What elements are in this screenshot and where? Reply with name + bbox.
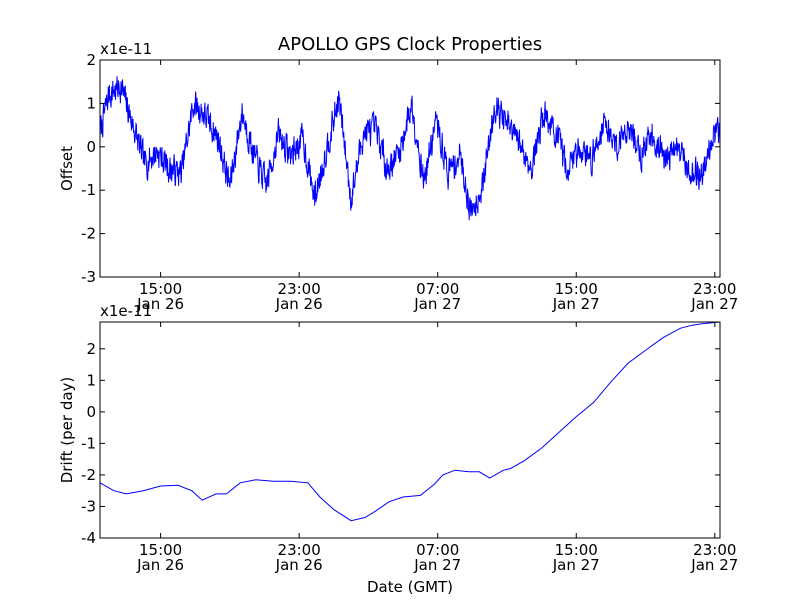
x-tick-time-label: 15:00 — [139, 541, 182, 559]
x-tick-time-label: 23:00 — [693, 541, 736, 559]
y-tick-label: 0 — [86, 138, 96, 156]
x-tick-time-label: 07:00 — [416, 280, 459, 298]
x-tick-date-label: Jan 26 — [136, 556, 184, 574]
x-tick-date-label: Jan 27 — [413, 556, 461, 574]
x-tick-time-label: 15:00 — [555, 280, 598, 298]
x-tick-date-label: Jan 27 — [690, 295, 738, 313]
x-tick-date-label: Jan 26 — [136, 295, 184, 313]
x-tick-date-label: Jan 27 — [552, 556, 600, 574]
axes-frame — [99, 321, 721, 539]
y-tick-label: 1 — [86, 94, 96, 112]
series-line-offset — [100, 76, 720, 221]
y-axis-label: Drift (per day) — [58, 377, 76, 484]
y-tick-label: -2 — [81, 225, 96, 243]
y-tick-label: 2 — [86, 340, 96, 358]
series-line-drift — [100, 322, 720, 522]
y-tick-label: -2 — [81, 466, 96, 484]
y-tick-label: 1 — [86, 371, 96, 389]
x-tick-time-label: 23:00 — [278, 280, 321, 298]
y-offset-text: x1e-11 — [100, 302, 152, 320]
x-tick-date-label: Jan 27 — [552, 295, 600, 313]
y-tick-label: 2 — [86, 51, 96, 69]
y-tick-label: -1 — [81, 434, 96, 452]
x-tick-time-label: 23:00 — [693, 280, 736, 298]
y-axis-label: Offset — [58, 146, 76, 191]
x-tick-time-label: 07:00 — [416, 541, 459, 559]
x-tick-time-label: 15:00 — [139, 280, 182, 298]
axes-frame — [99, 59, 721, 278]
y-tick-label: -3 — [81, 268, 96, 286]
y-tick-label: -4 — [81, 529, 96, 547]
y-tick-label: 0 — [86, 403, 96, 421]
x-tick-time-label: 15:00 — [555, 541, 598, 559]
chart-title: APOLLO GPS Clock Properties — [278, 34, 542, 55]
x-tick-date-label: Jan 26 — [275, 556, 323, 574]
x-tick-date-label: Jan 26 — [275, 295, 323, 313]
x-tick-date-label: Jan 27 — [690, 556, 738, 574]
y-offset-text: x1e-11 — [100, 40, 152, 58]
x-tick-date-label: Jan 27 — [413, 295, 461, 313]
y-tick-label: -3 — [81, 497, 96, 515]
y-tick-label: -1 — [81, 181, 96, 199]
x-tick-time-label: 23:00 — [278, 541, 321, 559]
x-axis-label: Date (GMT) — [367, 578, 453, 596]
